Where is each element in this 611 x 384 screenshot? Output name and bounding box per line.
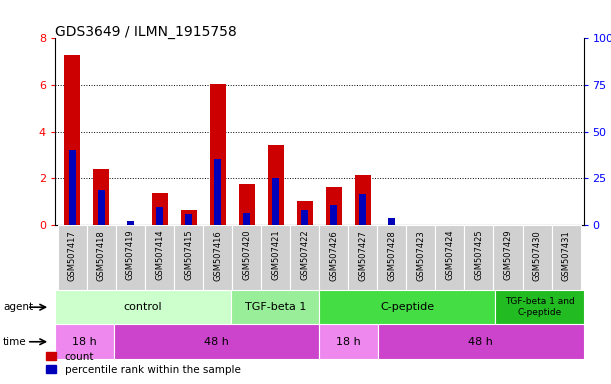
Bar bbox=[156, 207, 163, 225]
Text: GSM507425: GSM507425 bbox=[475, 230, 483, 280]
Text: GSM507423: GSM507423 bbox=[416, 230, 425, 281]
Bar bbox=[214, 159, 221, 225]
Text: control: control bbox=[124, 302, 163, 312]
Bar bbox=[522, 225, 552, 290]
Text: GSM507421: GSM507421 bbox=[271, 230, 280, 280]
Text: TGF-beta 1 and
C-peptide: TGF-beta 1 and C-peptide bbox=[505, 298, 574, 317]
Legend: count, percentile rank within the sample: count, percentile rank within the sample bbox=[42, 348, 245, 379]
Bar bbox=[64, 55, 81, 225]
Bar bbox=[261, 225, 290, 290]
Bar bbox=[55, 324, 114, 359]
Bar bbox=[116, 225, 145, 290]
Bar bbox=[496, 290, 584, 324]
Bar bbox=[93, 169, 109, 225]
Bar bbox=[127, 221, 134, 225]
Bar bbox=[181, 210, 197, 225]
Text: GSM507430: GSM507430 bbox=[533, 230, 541, 281]
Bar bbox=[464, 225, 494, 290]
Bar bbox=[290, 225, 319, 290]
Bar bbox=[98, 190, 105, 225]
Bar bbox=[203, 225, 232, 290]
Bar bbox=[378, 225, 406, 290]
Text: 48 h: 48 h bbox=[468, 337, 493, 347]
Bar bbox=[272, 178, 279, 225]
Bar bbox=[388, 218, 395, 225]
Text: GSM507414: GSM507414 bbox=[155, 230, 164, 280]
Bar bbox=[320, 290, 496, 324]
Bar bbox=[174, 225, 203, 290]
Text: GSM507418: GSM507418 bbox=[97, 230, 106, 281]
Bar bbox=[185, 214, 192, 225]
Bar bbox=[145, 225, 174, 290]
Bar bbox=[326, 187, 342, 225]
Bar bbox=[319, 225, 348, 290]
Text: 18 h: 18 h bbox=[72, 337, 97, 347]
Bar bbox=[239, 184, 255, 225]
Bar bbox=[301, 210, 309, 225]
Text: GSM507415: GSM507415 bbox=[184, 230, 193, 280]
Text: GSM507419: GSM507419 bbox=[126, 230, 135, 280]
Text: GSM507427: GSM507427 bbox=[358, 230, 367, 281]
Text: agent: agent bbox=[3, 302, 33, 312]
Bar bbox=[114, 324, 319, 359]
Text: TGF-beta 1: TGF-beta 1 bbox=[244, 302, 306, 312]
Text: time: time bbox=[3, 337, 27, 347]
Bar bbox=[348, 225, 378, 290]
Text: GSM507431: GSM507431 bbox=[562, 230, 571, 281]
Bar bbox=[55, 290, 231, 324]
Bar bbox=[232, 225, 261, 290]
Text: 18 h: 18 h bbox=[336, 337, 361, 347]
Bar bbox=[359, 194, 367, 225]
Bar bbox=[210, 84, 225, 225]
Text: GSM507420: GSM507420 bbox=[242, 230, 251, 280]
Bar bbox=[268, 146, 284, 225]
Bar bbox=[297, 201, 313, 225]
Bar bbox=[69, 150, 76, 225]
Bar bbox=[494, 225, 522, 290]
Bar bbox=[436, 225, 464, 290]
Bar bbox=[355, 175, 371, 225]
Bar bbox=[152, 193, 167, 225]
Text: GSM507429: GSM507429 bbox=[503, 230, 513, 280]
Text: C-peptide: C-peptide bbox=[380, 302, 434, 312]
Text: GSM507416: GSM507416 bbox=[213, 230, 222, 281]
Bar bbox=[330, 205, 337, 225]
Bar bbox=[320, 324, 378, 359]
Text: GSM507424: GSM507424 bbox=[445, 230, 455, 280]
Text: GSM507422: GSM507422 bbox=[300, 230, 309, 280]
Bar bbox=[58, 225, 87, 290]
Bar bbox=[406, 225, 436, 290]
Text: GSM507426: GSM507426 bbox=[329, 230, 338, 281]
Bar bbox=[552, 225, 580, 290]
Bar bbox=[87, 225, 116, 290]
Text: GSM507428: GSM507428 bbox=[387, 230, 397, 281]
Text: GSM507417: GSM507417 bbox=[68, 230, 77, 281]
Bar bbox=[378, 324, 584, 359]
Text: GDS3649 / ILMN_1915758: GDS3649 / ILMN_1915758 bbox=[55, 25, 236, 39]
Bar bbox=[231, 290, 319, 324]
Text: 48 h: 48 h bbox=[204, 337, 229, 347]
Bar bbox=[243, 213, 251, 225]
